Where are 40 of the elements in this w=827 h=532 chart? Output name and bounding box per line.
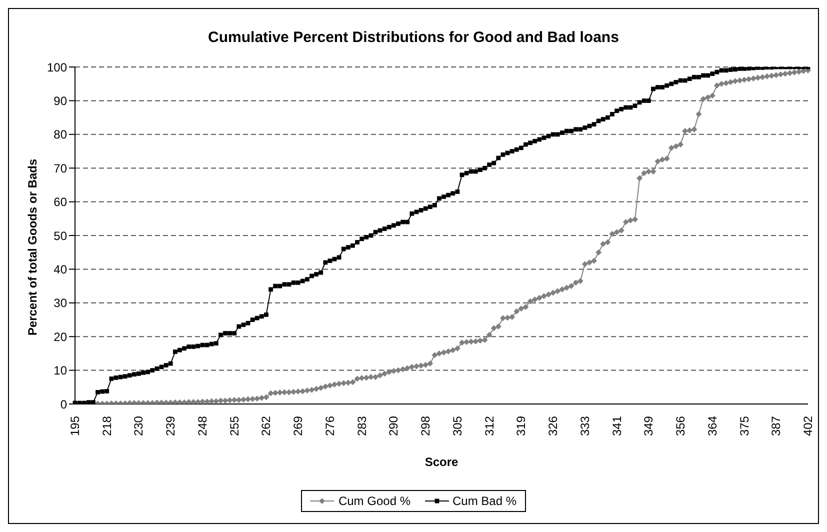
x-tick-label: 262 — [259, 416, 274, 436]
x-tick-label: 349 — [642, 416, 656, 436]
x-tick-label: 305 — [450, 416, 464, 436]
y-tick-label: 80 — [54, 128, 68, 142]
y-axis-title: Percent of total Goods or Bads — [25, 158, 40, 336]
legend-label: Cum Bad % — [452, 494, 517, 508]
x-tick-label: 375 — [737, 416, 752, 436]
x-axis-title: Score — [424, 455, 458, 469]
y-tick-label: 20 — [54, 330, 68, 344]
chart-title: Cumulative Percent Distributions for Good and Bad loans — [207, 29, 620, 46]
y-tick-label: 60 — [54, 195, 68, 210]
x-tick-label: 326 — [546, 416, 560, 436]
x-tick-label: 248 — [195, 416, 210, 436]
x-tick-label: 364 — [705, 416, 720, 436]
x-tick-label: 269 — [291, 416, 306, 436]
x-tick-label: 402 — [801, 416, 815, 436]
x-tick-label: 283 — [354, 416, 369, 436]
x-tick-label: 276 — [322, 416, 337, 436]
x-tick-label: 319 — [514, 416, 528, 436]
x-tick-label: 312 — [482, 416, 496, 436]
y-tick-label: 90 — [54, 94, 68, 108]
x-tick-label: 195 — [68, 416, 82, 436]
x-tick-label: 298 — [418, 416, 433, 436]
x-tick-label: 341 — [610, 416, 624, 436]
y-tick-label: 30 — [54, 296, 68, 310]
y-tick-label: 70 — [54, 161, 68, 176]
x-tick-label: 218 — [100, 416, 114, 436]
y-tick-label: 40 — [54, 262, 68, 276]
legend-label: Cum Good % — [338, 494, 410, 508]
x-tick-label: 387 — [769, 416, 784, 436]
y-tick-label: 10 — [54, 364, 68, 378]
x-tick-label: 356 — [674, 416, 688, 436]
x-tick-label: 333 — [578, 416, 592, 436]
x-tick-label: 255 — [227, 416, 242, 436]
x-tick-label: 290 — [386, 416, 401, 436]
x-tick-label: 230 — [132, 416, 146, 436]
y-tick-label: 0 — [60, 397, 68, 412]
y-tick-label: 100 — [46, 60, 68, 74]
y-tick-label: 50 — [54, 228, 68, 243]
x-tick-label: 239 — [164, 416, 178, 436]
